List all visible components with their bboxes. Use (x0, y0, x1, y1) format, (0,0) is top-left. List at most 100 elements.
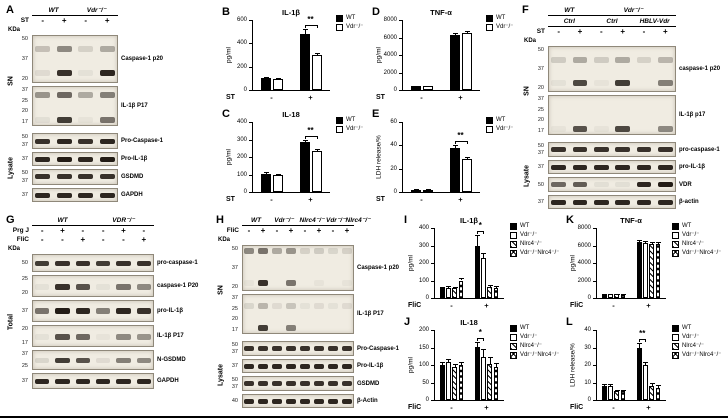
kda-marker: 37 (21, 308, 28, 314)
blot-strip (242, 394, 354, 408)
y-tick-label: 60 (390, 119, 397, 125)
x-axis-label: ST (226, 94, 235, 101)
y-tick (431, 400, 434, 401)
blot-band (314, 279, 324, 286)
blot-band (286, 381, 296, 386)
bar (474, 245, 480, 298)
sig-bracket-end (645, 339, 647, 343)
blot-band (572, 79, 588, 86)
error-bar (466, 157, 468, 160)
error-bar-cap (314, 52, 320, 54)
blot-band (55, 284, 70, 291)
error-bar-cap (413, 189, 419, 191)
panel-label-a: A (6, 4, 14, 16)
lane-group-label: WT (32, 216, 93, 226)
blot-band (572, 56, 588, 63)
legend-swatch (336, 117, 343, 124)
y-tick-label: 300 (418, 242, 429, 249)
y-tick (593, 298, 596, 299)
legend-label: Vdr⁻/⁻ (682, 334, 700, 340)
legend-swatch (510, 325, 517, 332)
protein-label: caspase-1 P20 (157, 283, 199, 289)
y-tick-label: 200 (418, 260, 429, 266)
kda-marker: 17 (231, 327, 238, 333)
blot-band (99, 138, 115, 144)
blot-band (272, 381, 282, 386)
bar (493, 366, 499, 400)
blot-band (35, 334, 50, 341)
stimulus-label: FliC (226, 227, 239, 234)
y-tick-label: 0 (393, 189, 397, 195)
sig-bracket (477, 231, 484, 232)
legend-label: WT (520, 325, 530, 331)
blot-band (657, 79, 673, 86)
y-tick (593, 330, 596, 331)
bar (643, 242, 648, 298)
blot-strip (32, 275, 154, 297)
protein-label: IL-1β P17 (157, 333, 184, 339)
x-axis (434, 400, 504, 401)
blot-band (56, 46, 72, 53)
blot-band (272, 303, 282, 309)
y-axis (252, 20, 253, 90)
blot-strip (548, 46, 676, 92)
blot-band (272, 346, 282, 351)
bar (410, 189, 421, 192)
bar-chart-tnfa-st: 0 2000 4000 6000 8000 TNF-α pg/ml WT Vdr⁻/⁻ - + ST (372, 6, 520, 106)
x-axis-label: ST (226, 196, 235, 203)
blot-band (314, 303, 324, 309)
blot-strip (32, 325, 154, 347)
x-tick-label: - (450, 301, 453, 310)
bar (655, 387, 661, 400)
error-bar (460, 278, 462, 281)
legend-swatch (510, 334, 517, 341)
kda-marker: 17 (21, 340, 28, 346)
error-bar-cap (608, 293, 614, 295)
blot-band (56, 156, 72, 162)
section-label: Total (7, 313, 15, 330)
blot-strip (548, 142, 676, 157)
blot-band (272, 248, 282, 255)
blot-band (636, 56, 652, 63)
blot-band (35, 46, 51, 53)
kda-marker: 37 (537, 66, 544, 72)
panel-label-j: J (404, 316, 411, 328)
kda-unit-label: KDa (8, 246, 21, 252)
kda-marker: 20 (21, 290, 28, 296)
protein-label: Pro-IL-1β (121, 156, 148, 162)
blot-band (551, 79, 567, 86)
x-axis-label: ST (376, 94, 385, 101)
legend-swatch (510, 352, 517, 359)
sig-bracket-end (483, 337, 485, 341)
y-tick (399, 37, 402, 39)
kda-marker: 37 (231, 295, 238, 301)
panel-h: H WT Vdr⁻/⁻ Nlrc4⁻/⁻ Vdr⁻/⁻Nlrc4⁻/⁻ FliC - + - +… (216, 214, 400, 414)
legend-label: Vdr⁻/⁻Nlrc4⁻/⁻ (520, 352, 560, 358)
kda-marker: 37 (231, 363, 238, 369)
blot-band (572, 199, 588, 205)
sig-bracket (454, 140, 467, 142)
blot-strip (32, 152, 118, 166)
kda-marker: 50 (537, 181, 544, 188)
error-bar-cap (425, 189, 431, 191)
y-tick (249, 43, 252, 45)
blot-band (56, 91, 72, 98)
bar (636, 347, 642, 400)
kda-marker: 17 (537, 128, 544, 134)
bar (272, 78, 283, 90)
stimulus-value: + (260, 226, 266, 235)
kda-marker: 37 (21, 378, 28, 384)
error-bar-cap (440, 362, 446, 364)
legend-label: Nlrc4⁻/⁻ (520, 343, 543, 349)
lane-group-label: HBLV-Vdr (633, 17, 676, 27)
bar-chart-il1b-flic: 0 100 200 300 400 IL-1β pg/ml WT Vdr⁻/⁻ Nlrc4⁻/⁻ V… (404, 214, 562, 314)
y-tick-label: 40 (584, 327, 591, 333)
blot-band (551, 126, 567, 132)
blot-band (244, 346, 254, 351)
x-tick-label: - (270, 93, 273, 102)
bar (608, 294, 613, 298)
blot-band (78, 46, 94, 53)
stimulus-value: + (80, 235, 86, 244)
error-bar (477, 341, 479, 347)
blot-band (136, 357, 151, 363)
